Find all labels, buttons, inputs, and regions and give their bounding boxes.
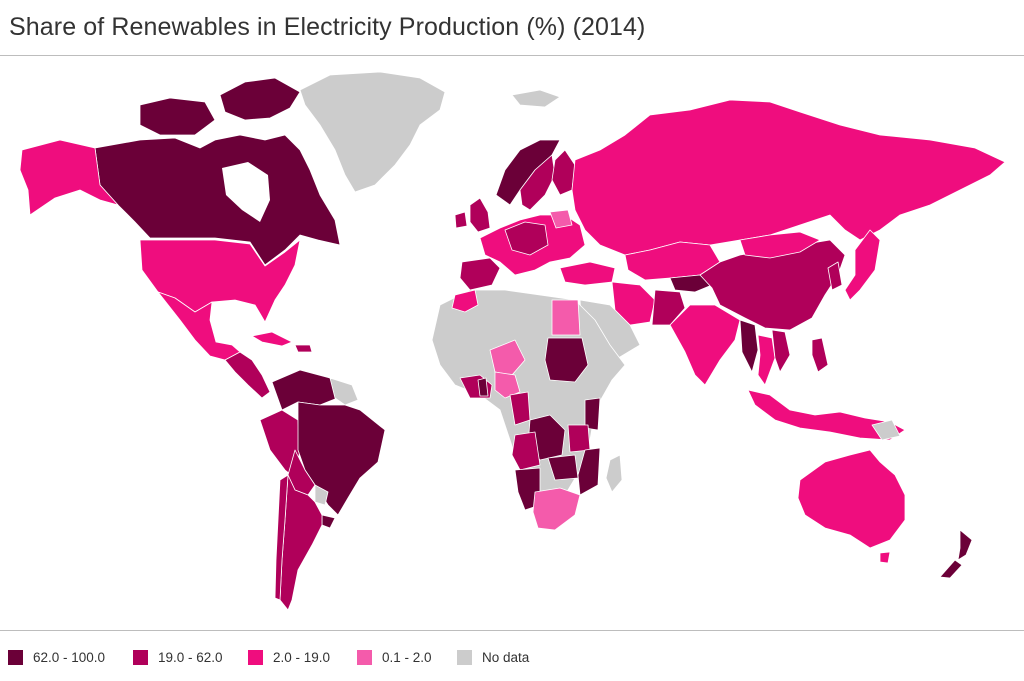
country-australia[interactable]	[797, 449, 906, 549]
country-paraguay[interactable]	[314, 484, 329, 506]
country-guianas[interactable]	[329, 377, 359, 406]
country-finland[interactable]	[551, 149, 576, 196]
country-canada[interactable]	[94, 134, 341, 266]
legend-swatch	[457, 649, 472, 665]
country-zambia[interactable]	[547, 454, 579, 481]
legend-item-62-100[interactable]: 62.0 - 100.0	[8, 649, 105, 665]
country-central-asia[interactable]	[669, 274, 713, 293]
country-namibia[interactable]	[514, 467, 541, 511]
country-cuba[interactable]	[251, 331, 293, 347]
country-sudan[interactable]	[544, 337, 589, 383]
country-caribbean[interactable]	[294, 344, 313, 353]
legend-item-0-1-2[interactable]: 0.1 - 2.0	[357, 649, 432, 665]
map-title: Share of Renewables in Electricity Produ…	[9, 13, 646, 41]
legend-label: 19.0 - 62.0	[158, 649, 223, 665]
legend: 62.0 - 100.0 19.0 - 62.0 2.0 - 19.0 0.1 …	[0, 630, 1024, 681]
country-korea[interactable]	[827, 261, 843, 291]
legend-label: 62.0 - 100.0	[33, 649, 106, 665]
country-egypt[interactable]	[551, 299, 581, 336]
country-iceland[interactable]	[511, 89, 561, 108]
country-myanmar[interactable]	[739, 319, 759, 373]
country-mongolia[interactable]	[739, 231, 821, 259]
country-ethiopia[interactable]	[584, 397, 601, 431]
country-south-africa[interactable]	[532, 487, 581, 531]
country-tanzania[interactable]	[567, 424, 591, 453]
world-map-svg	[19, 71, 1006, 611]
country-uk[interactable]	[469, 197, 491, 233]
country-chile[interactable]	[274, 474, 289, 601]
country-belarus[interactable]	[549, 209, 573, 229]
country-png[interactable]	[871, 419, 901, 441]
country-niger[interactable]	[489, 339, 526, 376]
country-canada-arctic[interactable]	[219, 77, 301, 121]
country-norway[interactable]	[495, 139, 561, 206]
legend-swatch	[357, 649, 372, 665]
country-morocco[interactable]	[451, 289, 479, 313]
legend-swatch	[248, 649, 263, 665]
legend-item-19-62[interactable]: 19.0 - 62.0	[133, 649, 223, 665]
country-mozambique[interactable]	[577, 447, 601, 496]
country-spain[interactable]	[459, 257, 501, 291]
country-mexico[interactable]	[157, 291, 241, 361]
country-philippines[interactable]	[811, 337, 829, 373]
country-new-zealand-south[interactable]	[939, 559, 963, 579]
country-central-america[interactable]	[224, 351, 271, 399]
country-new-zealand[interactable]	[957, 529, 973, 561]
country-vietnam[interactable]	[771, 329, 791, 373]
country-tasmania[interactable]	[879, 551, 891, 564]
country-russia[interactable]	[571, 99, 1006, 256]
country-japan[interactable]	[844, 229, 881, 301]
country-uruguay[interactable]	[321, 514, 336, 529]
country-europe-central[interactable]	[504, 221, 549, 256]
world-map[interactable]	[0, 57, 1024, 630]
title-bar: Share of Renewables in Electricity Produ…	[0, 0, 1024, 56]
legend-item-2-19[interactable]: 2.0 - 19.0	[248, 649, 330, 665]
country-afghanistan[interactable]	[651, 289, 686, 326]
country-turkey[interactable]	[559, 261, 616, 286]
country-india[interactable]	[669, 304, 741, 386]
country-canada-arctic-2[interactable]	[139, 97, 216, 136]
country-brazil[interactable]	[297, 401, 386, 516]
legend-swatch	[8, 649, 23, 665]
legend-label: No data	[482, 649, 530, 665]
country-sweden[interactable]	[519, 154, 556, 211]
legend-label: 0.1 - 2.0	[382, 649, 432, 665]
country-usa-alaska[interactable]	[19, 139, 119, 216]
country-indonesia[interactable]	[747, 389, 906, 441]
legend-swatch	[133, 649, 148, 665]
country-madagascar[interactable]	[605, 454, 623, 493]
country-ireland[interactable]	[454, 211, 468, 229]
hudson-bay	[222, 162, 270, 222]
legend-item-no-data[interactable]: No data	[457, 649, 529, 665]
country-greenland[interactable]	[299, 71, 446, 193]
legend-label: 2.0 - 19.0	[273, 649, 331, 665]
country-ghana[interactable]	[477, 377, 489, 397]
country-thailand[interactable]	[757, 334, 776, 386]
country-angola[interactable]	[511, 431, 541, 471]
country-venezuela[interactable]	[271, 369, 346, 411]
